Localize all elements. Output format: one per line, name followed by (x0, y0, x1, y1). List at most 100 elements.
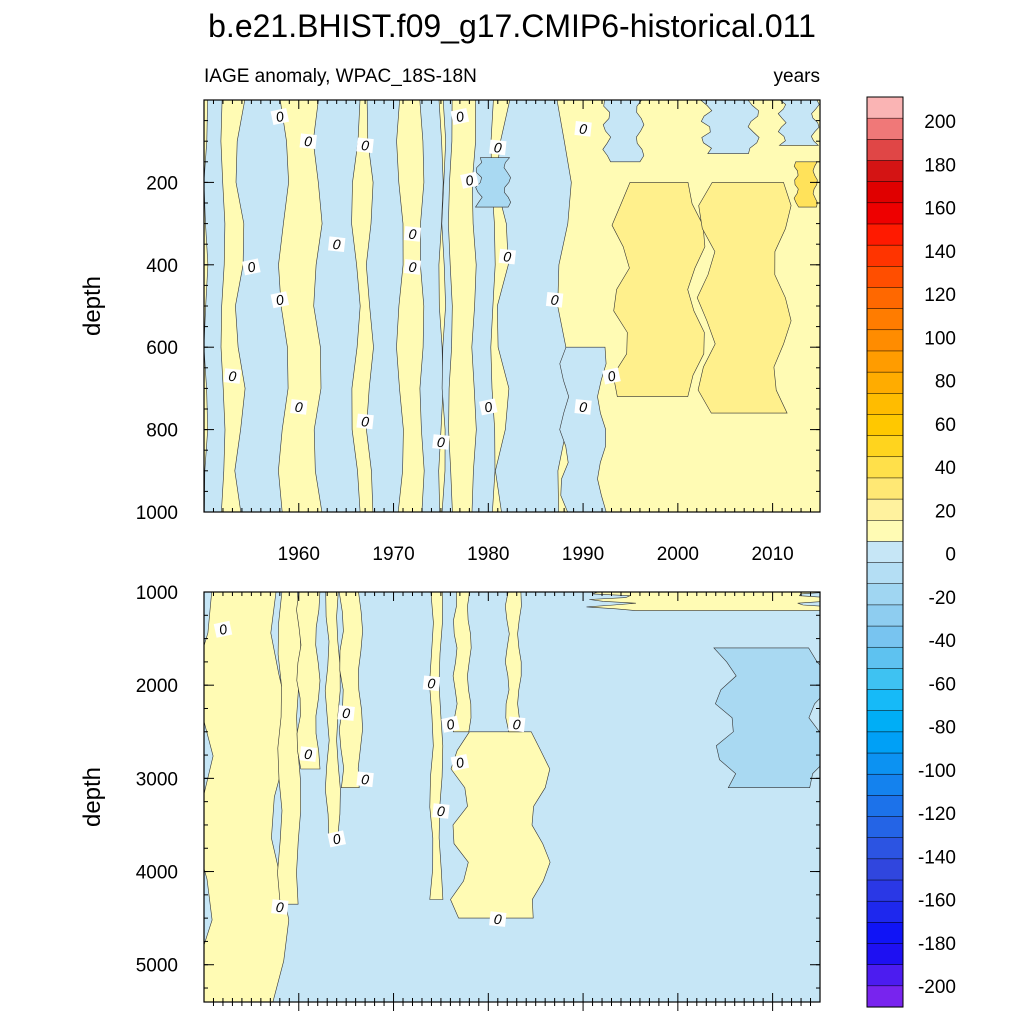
svg-text:0: 0 (274, 108, 285, 125)
colorbar-label: 140 (924, 242, 956, 263)
colorbar-label: 160 (924, 199, 956, 220)
negative-anomaly-region (441, 100, 453, 512)
anomaly-field-upper (204, 100, 820, 512)
colorbar-swatch (866, 96, 904, 119)
svg-text:0: 0 (360, 137, 370, 154)
colorbar-swatch (866, 922, 904, 945)
zero-contour-label: 0 (299, 133, 317, 150)
colorbar-swatch (866, 795, 904, 818)
svg-text:0: 0 (360, 413, 370, 430)
svg-text:0: 0 (464, 172, 475, 189)
zero-contour-label: 0 (356, 137, 374, 154)
lower-depth-panel: 1000 2000 3000 4000 5000 depth 0 0 0 0 0 0 0 0 0 0 0 0 (79, 583, 821, 1011)
colorbar-label: 200 (924, 112, 956, 133)
positive-anomaly-region (296, 592, 321, 770)
positive-anomaly-region (429, 592, 444, 900)
svg-text:0: 0 (493, 139, 503, 156)
negative-anomaly-region (312, 100, 361, 512)
colorbar-label: 40 (935, 458, 956, 479)
zero-contour-label: 0 (213, 621, 233, 638)
zero-contour-label: 0 (299, 746, 317, 763)
colorbar-swatch (866, 520, 904, 542)
zero-contour-label: 0 (441, 716, 460, 733)
svg-text:0: 0 (436, 803, 446, 820)
zero-contour-label: 0 (602, 367, 621, 385)
zero-contour-label: 0 (327, 830, 346, 848)
svg-text:0: 0 (436, 434, 446, 451)
x-tick-label: 1990 (562, 544, 604, 565)
colorbar-label: 20 (935, 501, 956, 522)
colorbar-frame (866, 96, 904, 1008)
zero-contour-label: 0 (450, 108, 470, 125)
colorbar-swatch (866, 139, 904, 162)
svg-text:0: 0 (578, 120, 588, 137)
stronger-positive-region (793, 161, 818, 208)
colorbar-swatch (866, 435, 904, 458)
colorbar-label: 120 (924, 285, 956, 306)
zero-contour-label: 0 (403, 259, 422, 276)
zero-contour-label: 0 (489, 139, 507, 156)
y-tick-label: 400 (146, 256, 178, 277)
colorbar-swatch (866, 943, 904, 966)
svg-text:0: 0 (360, 771, 370, 788)
svg-text:0: 0 (454, 108, 465, 125)
zero-contour-label: 0 (242, 258, 261, 276)
zero-contour-label: 0 (574, 120, 592, 137)
svg-text:0: 0 (427, 675, 437, 692)
colorbar-swatch (866, 223, 904, 246)
colorbar-label: -120 (918, 804, 956, 825)
stronger-negative-region (474, 157, 512, 208)
colorbar-label: -140 (918, 847, 956, 868)
negative-anomaly-region (419, 100, 444, 512)
svg-text:0: 0 (512, 716, 522, 733)
colorbar-swatch (866, 710, 904, 733)
colorbar-swatch (866, 477, 904, 500)
colorbar-swatch (866, 456, 904, 479)
negative-anomaly-region (602, 100, 645, 163)
y-axis-label: depth (79, 767, 106, 827)
x-tick-label: 1970 (372, 544, 414, 565)
colorbar-swatch (866, 985, 904, 1008)
colorbar-swatch (866, 498, 904, 521)
colorbar-swatch (866, 964, 904, 987)
colorbar-swatch (866, 879, 904, 902)
colorbar-swatch (866, 266, 904, 289)
colorbar-swatch (866, 329, 904, 352)
panel-frame (203, 591, 821, 1003)
colorbar-label: -100 (918, 761, 956, 782)
y-tick-label: 1000 (136, 503, 178, 524)
colorbar-swatch (866, 858, 904, 881)
colorbar-swatch (866, 181, 904, 204)
zero-contour-label: 0 (270, 108, 290, 125)
colorbar-swatch (866, 646, 904, 669)
colorbar-label: -40 (929, 631, 956, 652)
colorbar-swatch (866, 837, 904, 860)
zero-contour-label: 0 (574, 399, 592, 415)
svg-text:0: 0 (274, 291, 285, 308)
svg-text:0: 0 (550, 291, 560, 308)
svg-text:0: 0 (246, 258, 257, 275)
svg-text:0: 0 (408, 259, 418, 276)
variable-label: IAGE anomaly, WPAC_18S-18N (204, 66, 477, 87)
zero-contour-label: 0 (422, 675, 441, 692)
negative-anomaly-region (559, 346, 607, 512)
colorbar-label: -200 (918, 977, 956, 998)
svg-text:0: 0 (303, 746, 313, 763)
upper-depth-panel: 1960 1970 1980 1990 2000 2010 200 400 600 800 1000… (79, 99, 821, 565)
zero-contour-label: 0 (508, 716, 526, 733)
colorbar-swatch (866, 117, 904, 140)
zero-contour-label: 0 (403, 226, 422, 242)
svg-text:0: 0 (228, 368, 238, 385)
colorbar: 200180160140120100806040200-20-40-60-80-… (866, 96, 956, 1008)
zero-contour-label: 0 (223, 368, 242, 385)
colorbar-swatch (866, 752, 904, 775)
colorbar-swatch (866, 287, 904, 310)
colorbar-label: -80 (929, 718, 956, 739)
positive-anomaly-region (450, 731, 551, 919)
svg-text:0: 0 (294, 399, 304, 416)
x-tick-label: 2000 (657, 544, 699, 565)
zero-contour-label: 0 (337, 705, 355, 721)
y-tick-label: 600 (146, 338, 178, 359)
svg-text:0: 0 (493, 911, 503, 928)
zero-contour-label: 0 (432, 434, 450, 451)
